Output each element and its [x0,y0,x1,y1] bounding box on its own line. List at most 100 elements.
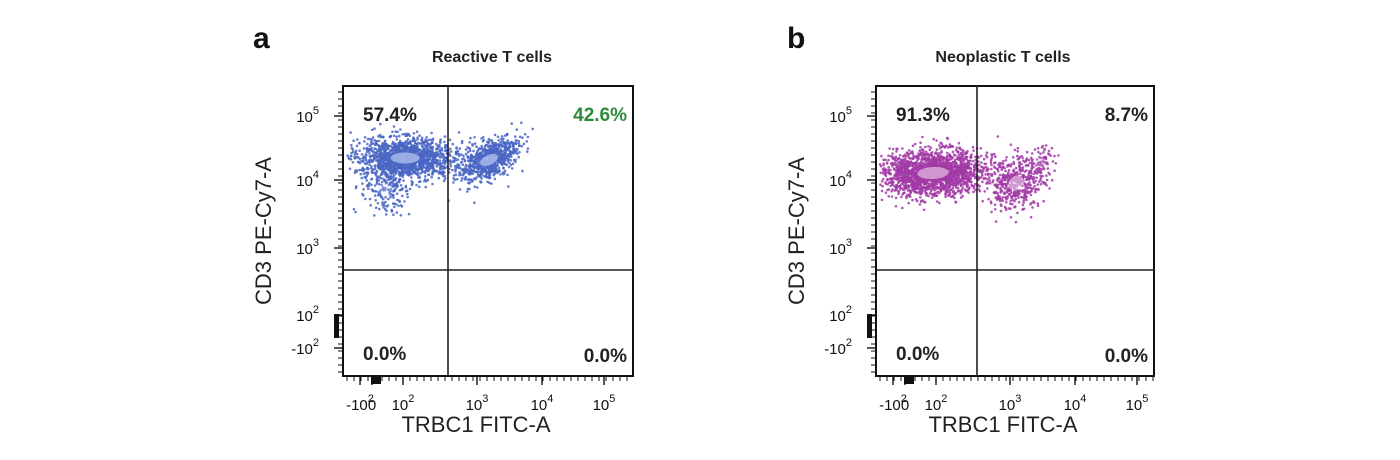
data-point [938,201,941,205]
data-point [377,135,380,138]
y-axis-ticks [871,91,876,373]
quadrant-label-lower-left: 0.0% [896,344,939,365]
y-tick-exponent: 4 [313,169,319,181]
data-point [379,149,382,152]
data-point [384,195,387,199]
data-point [474,157,478,160]
data-point [1050,146,1054,150]
data-point [406,195,410,199]
quadrant-label-lower-right: 0.0% [584,346,627,367]
data-point [954,163,958,167]
data-point [930,157,934,161]
data-point [475,152,479,155]
data-point [513,135,517,138]
data-point [461,163,465,166]
data-point [392,196,395,199]
data-point [425,136,429,139]
data-point [462,157,466,160]
data-point [1018,172,1022,175]
data-point [1045,178,1049,182]
data-point [998,195,1001,198]
data-point [935,185,939,189]
data-point [894,184,897,187]
data-point [493,163,497,167]
data-point [467,171,470,175]
data-point [506,139,510,142]
data-point [1036,204,1040,207]
data-point [937,158,941,162]
data-point [476,162,480,166]
data-point [1003,192,1006,196]
data-point [425,163,429,167]
data-point [889,172,892,175]
data-point [1033,184,1036,188]
data-point [1044,155,1048,159]
data-point [398,148,402,151]
data-point [455,153,459,156]
data-point [978,170,981,174]
data-point [942,165,946,169]
data-point [384,170,387,174]
data-point [970,162,973,166]
data-point [990,210,993,214]
data-point [883,167,886,170]
data-point [420,170,424,174]
data-point [443,174,447,178]
data-point [960,165,963,169]
data-point [944,195,947,199]
data-point [473,201,476,204]
data-point [916,165,919,169]
data-point [392,145,395,148]
data-point [434,154,437,157]
data-point [945,165,948,168]
data-point [910,161,913,165]
data-point [1047,149,1051,153]
data-point [355,152,359,156]
data-point [373,214,376,217]
data-point [984,162,988,166]
quadrant-label-upper-right: 42.6% [573,105,627,126]
data-point [908,156,912,160]
data-point [927,153,931,157]
data-point [1015,191,1019,194]
data-point [903,191,906,194]
data-point [418,163,421,166]
data-point [951,171,954,174]
data-point [885,161,889,165]
data-point [358,161,362,165]
data-point [504,145,507,149]
data-point [902,158,905,161]
data-point [993,203,997,207]
data-point [417,171,420,175]
data-point [379,159,383,163]
data-point [475,145,478,148]
data-point [890,179,894,183]
data-point [980,172,984,175]
data-point [391,149,394,152]
chart-title: Reactive T cells [432,49,552,66]
data-point [381,164,385,167]
data-point [930,193,933,196]
data-point [411,149,414,153]
data-point [884,169,887,173]
data-point [944,184,948,187]
data-point [353,157,357,160]
data-point [934,182,937,186]
data-point [384,143,388,146]
data-point [943,146,947,149]
data-point [353,171,357,174]
data-point [395,181,399,185]
data-point [412,137,415,140]
data-point [932,184,935,188]
data-point [393,205,396,209]
data-point [1014,197,1018,201]
data-point [511,144,515,147]
data-point [408,187,412,191]
data-point [1028,161,1032,165]
data-point [1025,150,1029,154]
data-point [405,146,409,149]
data-point [918,149,921,152]
data-point [914,198,918,201]
y-tick-exponent: 5 [313,105,319,117]
data-point [438,159,442,162]
